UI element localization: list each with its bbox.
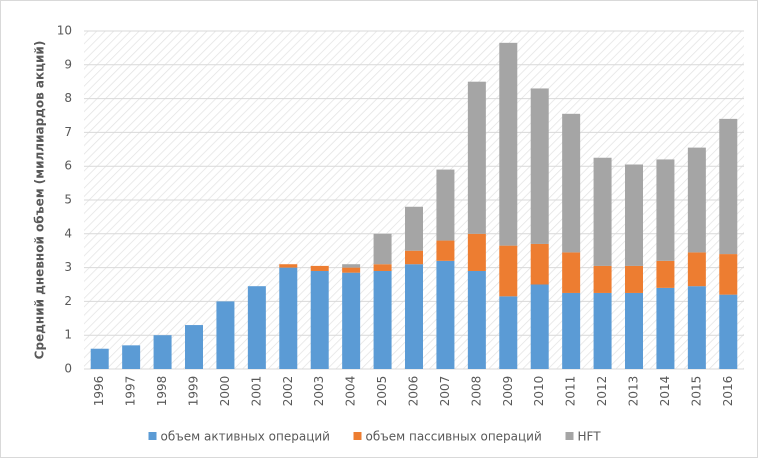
x-tick-label: 2012 — [595, 376, 609, 407]
bar-segment — [90, 348, 109, 369]
y-tick-label: 10 — [57, 24, 72, 38]
bar-segment — [373, 264, 392, 271]
bar-segment — [467, 81, 486, 234]
bar-segment — [310, 265, 329, 271]
y-tick-label: 7 — [64, 125, 72, 139]
y-tick-label: 3 — [64, 260, 72, 274]
bar-segment — [405, 206, 423, 251]
bar-segment — [625, 292, 643, 369]
bar-segment — [656, 287, 675, 369]
x-tick-label: 2009 — [501, 376, 515, 407]
y-tick-label: 1 — [64, 328, 72, 342]
x-tick-label: 1998 — [155, 376, 169, 407]
bar-segment — [436, 240, 455, 261]
legend-label: объем активных операций — [161, 430, 330, 444]
x-tick-label: 2001 — [249, 376, 263, 407]
bar-segment — [562, 252, 581, 293]
bar-segment — [342, 267, 361, 273]
y-tick-label: 5 — [64, 193, 72, 207]
y-tick-label: 9 — [64, 57, 72, 71]
x-tick-label: 2007 — [438, 376, 452, 407]
bar-segment — [687, 286, 706, 369]
bar-segment — [467, 270, 486, 369]
bar-segment — [593, 265, 612, 293]
bar-segment — [656, 159, 675, 261]
legend-label: объем пассивных операций — [366, 430, 542, 444]
bar-segment — [499, 296, 518, 369]
bar-segment — [499, 245, 518, 297]
bar-segment — [405, 250, 423, 265]
bar-segment — [310, 270, 329, 369]
bar-segment — [436, 260, 455, 369]
bar-segment — [405, 264, 423, 369]
legend-swatch — [565, 432, 574, 440]
y-axis-label: Средний дневной объем (миллиардов акций) — [33, 41, 47, 360]
bar-segment — [373, 270, 392, 369]
bar-segment — [719, 294, 738, 369]
bar-segment — [530, 284, 549, 369]
bar-segment — [593, 157, 612, 266]
bar-segment — [122, 345, 141, 369]
bar-segment — [719, 118, 738, 255]
bar-segment — [530, 88, 549, 244]
y-tick-label: 6 — [64, 159, 72, 173]
bar-segment — [342, 272, 361, 369]
x-tick-label: 1999 — [187, 376, 201, 407]
bar-segment — [436, 169, 455, 241]
x-tick-label: 1997 — [124, 376, 138, 407]
x-tick-label: 2000 — [218, 376, 232, 407]
x-tick-label: 1996 — [92, 376, 106, 407]
bar-segment — [687, 147, 706, 253]
bar-segment — [719, 254, 738, 295]
bar-segment — [216, 301, 235, 369]
bar-segment — [499, 42, 518, 246]
bar-segment — [373, 233, 392, 265]
x-tick-label: 2014 — [658, 376, 672, 407]
bar-segment — [530, 243, 549, 285]
bar-segment — [185, 325, 203, 369]
x-tick-label: 2008 — [469, 376, 483, 407]
legend-label: HFT — [578, 430, 602, 444]
legend-swatch — [353, 432, 362, 440]
x-tick-label: 2015 — [689, 376, 703, 407]
bar-segment — [562, 113, 581, 253]
bar-segment — [279, 264, 298, 268]
legend-swatch — [148, 432, 157, 440]
x-tick-label: 2010 — [532, 376, 546, 407]
bar-segment — [562, 292, 581, 369]
bar-segment — [247, 286, 266, 369]
x-tick-label: 2004 — [344, 376, 358, 407]
bar-segment — [153, 335, 172, 369]
bar-segment — [656, 260, 675, 288]
x-tick-label: 2013 — [627, 376, 641, 407]
bar-segment — [687, 252, 706, 287]
bar-segment — [625, 164, 643, 266]
y-tick-label: 4 — [64, 226, 72, 240]
x-tick-label: 2016 — [721, 376, 735, 407]
bar-segment — [279, 267, 298, 369]
bar-segment — [593, 292, 612, 369]
bar-segment — [342, 264, 361, 268]
x-tick-label: 2002 — [281, 376, 295, 407]
y-tick-label: 8 — [64, 91, 72, 105]
bar-segment — [625, 265, 643, 293]
x-tick-label: 2003 — [312, 376, 326, 407]
x-tick-label: 2011 — [564, 376, 578, 407]
bar-segment — [467, 233, 486, 271]
y-tick-label: 0 — [64, 362, 72, 376]
x-tick-label: 2006 — [407, 376, 421, 407]
x-tick-label: 2005 — [375, 376, 389, 407]
y-tick-label: 2 — [64, 294, 72, 308]
